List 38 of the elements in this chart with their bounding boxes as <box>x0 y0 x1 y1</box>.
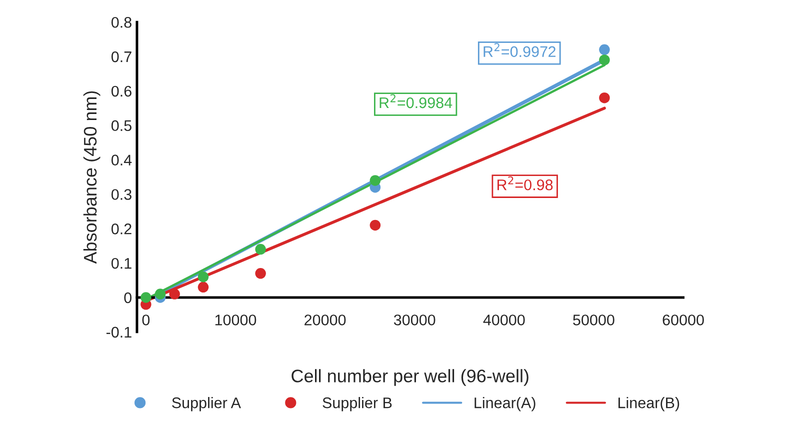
y-tick-label: 0.7 <box>111 51 132 62</box>
point <box>140 292 152 303</box>
legend-label: Supplier A <box>172 397 241 412</box>
x-axis-title: Cell number per well (96-well) <box>292 369 528 386</box>
point <box>255 244 266 255</box>
point <box>198 282 209 293</box>
x-tick-label: 50000 <box>573 314 614 326</box>
point <box>255 268 266 279</box>
legend-label: Linear(B) <box>618 397 680 412</box>
y-tick-label: -0.1 <box>106 326 132 338</box>
y-tick-label: 0.5 <box>111 120 132 132</box>
y-tick-label: 0.1 <box>111 258 132 269</box>
y-tick-label: 0.6 <box>111 86 132 97</box>
y-tick-label: 0.4 <box>111 154 132 166</box>
x-tick-label: 30000 <box>394 314 436 326</box>
point <box>169 288 180 300</box>
x-tick-label: 60000 <box>662 314 704 326</box>
point <box>198 271 209 282</box>
y-tick-label: 0.8 <box>111 16 132 28</box>
legend-label: Linear(A) <box>474 397 536 412</box>
point <box>599 54 610 66</box>
annotation: R$^{2}$=0.9984 <box>380 94 452 108</box>
x-tick-label: 0 <box>142 314 150 326</box>
legend-label: Supplier B <box>322 397 392 412</box>
point <box>154 288 166 300</box>
x-tick-label: 20000 <box>304 314 346 326</box>
point <box>599 92 610 104</box>
y-axis-title: Absorbance (450 nm) <box>83 91 100 264</box>
annotation: R$^{2}$=0.9972 <box>484 43 556 58</box>
x-tick-label: 40000 <box>483 314 525 326</box>
point <box>599 44 610 56</box>
annotation: R$^{2}$=0.98 <box>498 176 553 190</box>
y-tick-label: 0.3 <box>111 189 132 200</box>
x-tick-label: 10000 <box>215 314 256 326</box>
y-tick-label: 0 <box>124 292 132 304</box>
point <box>370 220 381 231</box>
point <box>370 175 381 186</box>
y-tick-label: 0.2 <box>111 224 132 234</box>
